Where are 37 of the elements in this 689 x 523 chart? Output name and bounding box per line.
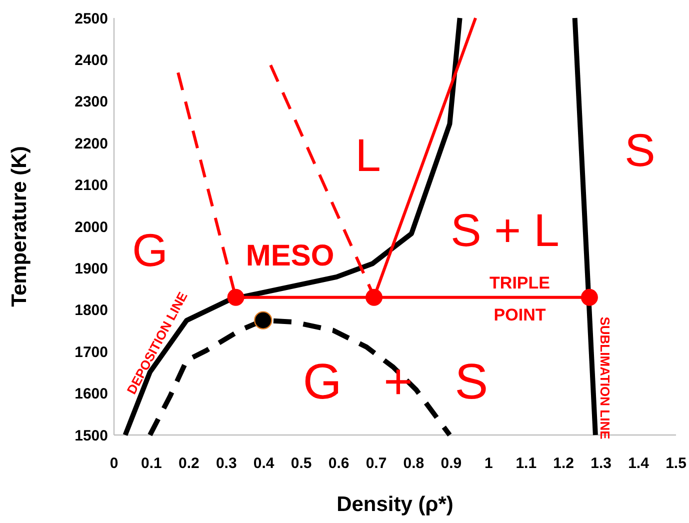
x-tick-label: 0.8 (403, 455, 424, 472)
x-tick-label: 0.4 (253, 455, 275, 472)
x-tick-label: 0.9 (440, 455, 462, 472)
annotation: TRIPLE POINT (490, 273, 550, 324)
y-axis-title: Temperature (K) (8, 146, 31, 307)
y-tick-label: 1600 (74, 386, 108, 403)
x-tick-label: 1.4 (628, 455, 650, 472)
x-tick-label: 1.3 (590, 455, 612, 472)
y-tick-label: 2400 (74, 52, 108, 69)
x-tick-label: 0.7 (366, 455, 387, 472)
x-tick-label: 1.2 (553, 455, 574, 472)
annotation: L (355, 129, 381, 182)
y-tick-label: 2200 (74, 135, 108, 152)
y-tick-label: 1700 (74, 344, 108, 361)
x-tick-label: 0 (110, 455, 118, 472)
annotation: S (624, 124, 656, 176)
y-tick-label: 1500 (74, 427, 108, 444)
x-tick-label: 0.5 (290, 455, 312, 472)
y-tick-label: 1900 (74, 260, 108, 278)
y-tick-label: 2500 (74, 10, 108, 28)
x-tick-label: 1.5 (666, 455, 686, 472)
annotation: S + L (450, 204, 560, 256)
x-axis-title: Density (ρ*) (336, 493, 454, 516)
y-tick-label: 2000 (74, 218, 108, 236)
annotation: MESO (246, 240, 334, 272)
y-tick-label: 2100 (74, 177, 108, 194)
annotation: G (132, 224, 168, 276)
x-tick-label: 0.3 (216, 455, 237, 472)
x-tick-label: 0.1 (141, 455, 162, 472)
y-tick-label: 1800 (74, 302, 108, 320)
y-tick-label: 2300 (74, 94, 108, 111)
x-tick-label: 1 (484, 455, 493, 472)
annotation: SUBLIMATION LINE (597, 316, 612, 440)
annotation: G + S (302, 353, 502, 410)
x-tick-label: 0.2 (178, 455, 200, 472)
x-tick-label: 1.1 (516, 455, 537, 472)
x-tick-label: 0.6 (328, 455, 350, 472)
